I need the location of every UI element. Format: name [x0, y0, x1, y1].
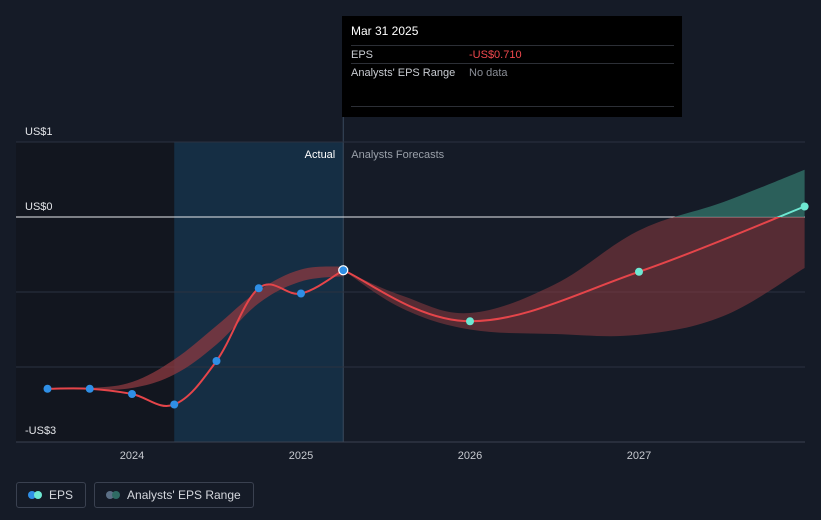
tooltip-divider [351, 106, 674, 107]
actual-region-label: Actual [305, 149, 336, 161]
legend-range-swatch [106, 491, 121, 499]
eps-line-forecast [342, 217, 782, 323]
range-band-future-negative [343, 217, 805, 337]
y-tick-label: -US$3 [25, 425, 56, 437]
legend-eps-toggle[interactable]: EPS [16, 482, 87, 508]
forecast-region-label: Analysts Forecasts [351, 149, 444, 161]
eps-point [297, 289, 305, 298]
tooltip-row-eps: EPS -US$0.710 [351, 45, 674, 63]
x-tick-label: 2025 [289, 450, 313, 462]
eps-forecast-point [635, 267, 643, 276]
x-tick-label: 2027 [627, 450, 651, 462]
tooltip-date: Mar 31 2025 [351, 24, 419, 38]
y-tick-label: US$1 [25, 126, 53, 138]
range-band-future-positive [673, 169, 805, 217]
eps-point [128, 390, 136, 398]
legend-eps-label: EPS [49, 488, 74, 502]
x-tick-label: 2024 [120, 450, 144, 462]
eps-point [43, 384, 52, 393]
legend-range-label: Analysts' EPS Range [127, 488, 241, 502]
tooltip-row-range: Analysts' EPS Range No data [351, 63, 674, 81]
tooltip-eps-value: -US$0.710 [469, 48, 522, 61]
eps-point [254, 284, 263, 293]
x-tick-label: 2026 [458, 450, 482, 462]
eps-point [170, 400, 179, 409]
tooltip-range-label: Analysts' EPS Range [351, 66, 456, 79]
eps-point [85, 384, 94, 393]
chart-legend: EPS Analysts' EPS Range [16, 482, 254, 508]
y-tick-label: US$0 [25, 201, 53, 213]
legend-eps-swatch [28, 491, 43, 499]
eps-tooltip: Mar 31 2025 EPS -US$0.710 Analysts' EPS … [342, 16, 682, 117]
legend-range-toggle[interactable]: Analysts' EPS Range [94, 482, 254, 508]
tooltip-range-value: No data [469, 66, 508, 79]
eps-forecast-point [466, 317, 474, 326]
eps-point [338, 265, 349, 276]
eps-forecast-point [800, 202, 809, 211]
tooltip-eps-label: EPS [351, 48, 374, 61]
eps-point [212, 357, 221, 365]
eps-line-actual [47, 269, 344, 407]
